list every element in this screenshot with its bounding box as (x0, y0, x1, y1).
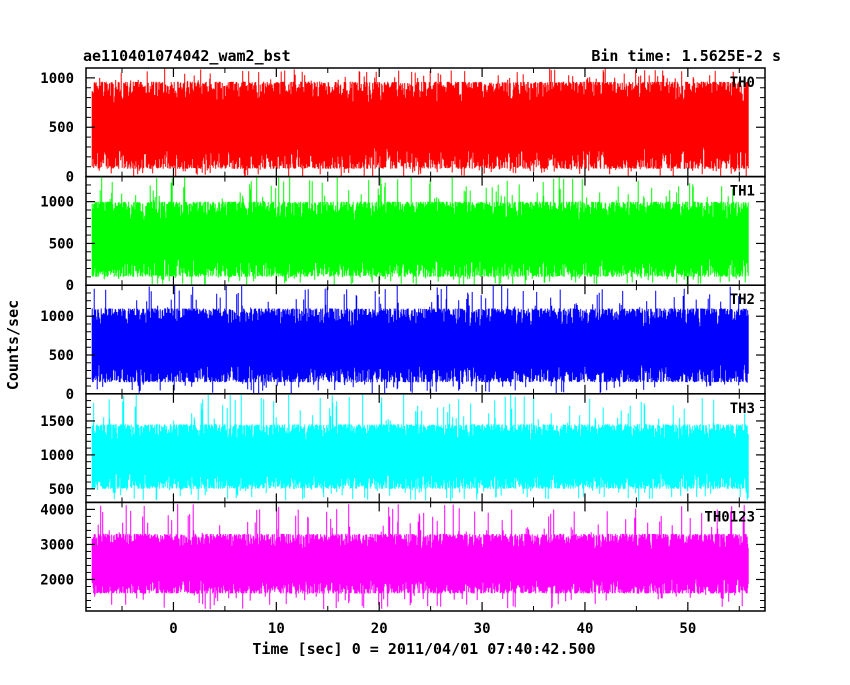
x-tick-label: 30 (474, 621, 491, 637)
y-tick-label: 1000 (40, 71, 74, 87)
panel-label-th3: TH3 (730, 401, 755, 417)
panel-th1: 0 500 1000 TH1 (40, 175, 766, 294)
y-tick-label: 0 (66, 170, 74, 186)
panel-th2: 0 500 1000 TH2 (40, 284, 766, 403)
series-th1 (91, 176, 749, 286)
y-tick-label: 500 (49, 120, 74, 136)
x-tick-label: 0 (169, 621, 177, 637)
y-axis-label: Counts/sec (4, 300, 22, 390)
bin-time-label: Bin time: 1.5625E-2 s (591, 47, 781, 65)
y-tick-label: 0 (66, 278, 74, 294)
panel-label-th0: TH0 (730, 75, 755, 91)
y-tick-label: 1000 (40, 448, 74, 464)
series-th0123 (91, 504, 749, 610)
x-axis-label: Time [sec] 0 = 2011/04/01 07:40:42.500 (252, 640, 595, 658)
series-th3 (91, 394, 749, 501)
x-tick-label: 50 (679, 621, 696, 637)
y-tick-label: 0 (66, 387, 74, 403)
y-tick-label: 1000 (40, 309, 74, 325)
series-th2 (91, 285, 749, 394)
y-tick-label: 500 (49, 348, 74, 364)
series-th0 (91, 68, 749, 177)
x-tick-label: 10 (268, 621, 285, 637)
y-tick-label: 1500 (40, 414, 74, 430)
panel-th0: 0 500 1000 TH0 (40, 67, 766, 186)
y-tick-label: 3000 (40, 537, 74, 553)
y-tick-label: 4000 (40, 502, 74, 518)
y-tick-label: 500 (49, 236, 74, 252)
x-tick-labels: 0 10 20 30 40 50 (169, 621, 696, 637)
panel-label-th1: TH1 (730, 184, 755, 200)
y-tick-label: 2000 (40, 572, 74, 588)
panel-th0123: 2000 3000 4000 TH0123 (40, 501, 766, 612)
x-tick-label: 20 (371, 621, 388, 637)
panel-label-th2: TH2 (730, 292, 755, 308)
x-tick-label: 40 (577, 621, 594, 637)
panels-group: 0 500 1000 TH0 0 500 1000 TH1 0 500 1000 TH2 500 1000… (40, 67, 766, 612)
panel-label-th0123: TH0123 (704, 509, 755, 525)
panel-th3: 500 1000 1500 TH3 (40, 393, 766, 504)
y-tick-label: 1000 (40, 195, 74, 211)
panel-frame (85, 501, 766, 612)
chart-title: ae110401074042_wam2_bst (83, 47, 291, 65)
y-tick-label: 500 (49, 482, 74, 498)
